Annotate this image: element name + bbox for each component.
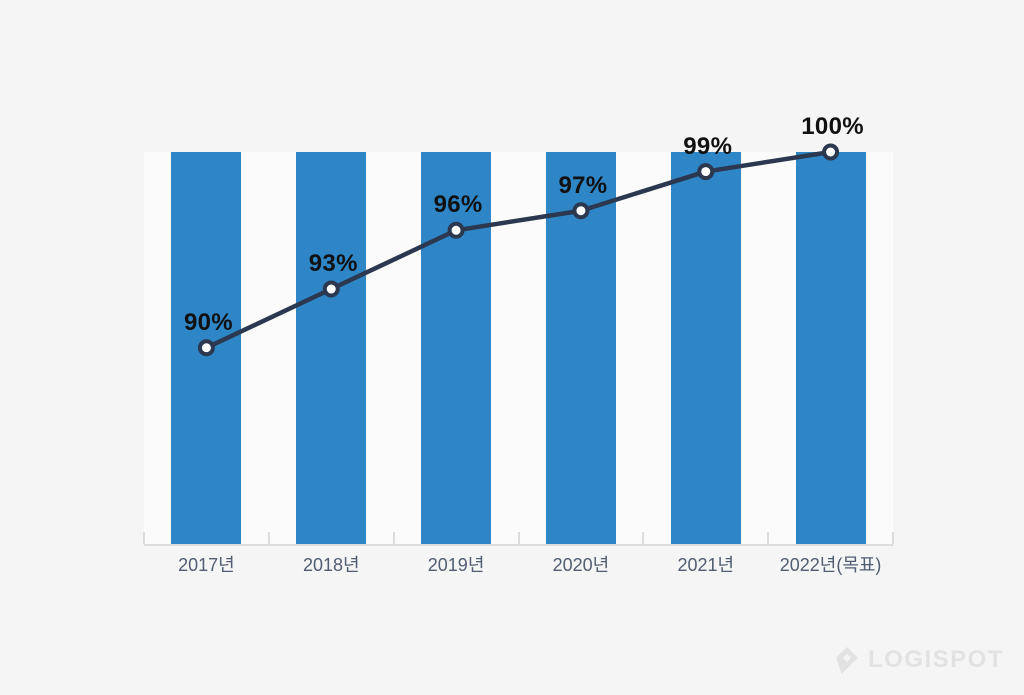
x-axis-tick (517, 531, 520, 544)
data-point-marker (697, 163, 715, 181)
bar (421, 152, 492, 544)
x-axis-tick (892, 531, 894, 544)
point-value-label: 96% (433, 191, 483, 219)
point-value-label: 99% (683, 132, 733, 160)
x-axis-tick (767, 531, 770, 544)
plot-area (144, 152, 893, 544)
point-value-label: 100% (801, 112, 864, 140)
diamond-pin-icon (836, 646, 858, 674)
x-axis-category-label: 2021년 (677, 555, 735, 575)
x-axis-category-label: 2020년 (552, 555, 610, 575)
data-point-marker (822, 143, 840, 161)
bar (296, 152, 367, 544)
x-axis-category-label: 2018년 (302, 555, 360, 575)
brand-watermark: LOGISPOT (836, 646, 1004, 674)
point-value-label: 93% (308, 249, 358, 277)
point-value-label: 97% (558, 171, 608, 199)
brand-watermark-label: LOGISPOT (867, 646, 1004, 673)
point-value-label: 90% (183, 308, 233, 336)
x-axis-tick (392, 531, 395, 544)
data-point-marker (197, 339, 215, 357)
bar (795, 152, 866, 544)
x-axis-category-label: 2019년 (427, 555, 485, 575)
bar (670, 152, 741, 544)
data-point-marker (572, 202, 590, 220)
data-point-marker (322, 280, 340, 298)
x-axis-category-label: 2017년 (178, 555, 235, 575)
x-axis-tick (642, 531, 645, 544)
x-axis-category-label: 2022년(목표) (779, 555, 882, 575)
x-axis-tick (143, 531, 145, 544)
percentage-line (204, 149, 833, 350)
x-axis-tick (267, 531, 270, 544)
data-point-marker (447, 221, 465, 239)
x-axis-line (144, 543, 893, 546)
